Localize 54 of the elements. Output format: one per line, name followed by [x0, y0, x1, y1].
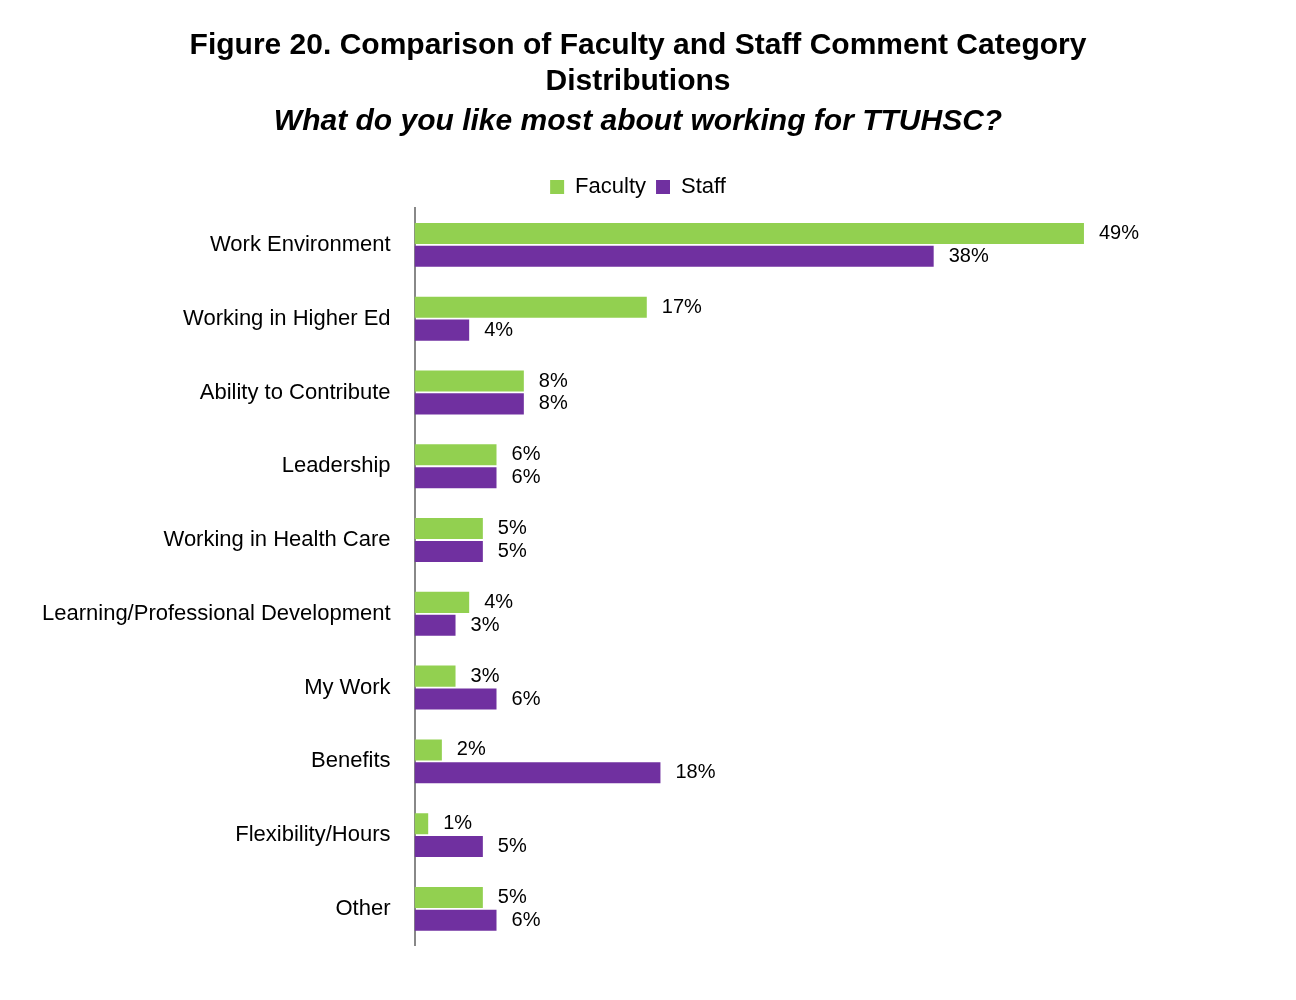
- y-tick-label: Work Environment: [209, 230, 391, 256]
- data-label: 8%: [538, 391, 568, 414]
- bar: [414, 245, 934, 267]
- y-tick-label: Leadership: [281, 452, 391, 478]
- y-tick-label: Benefits: [311, 747, 391, 773]
- y-tick-label: Working in Higher Ed: [183, 304, 391, 330]
- bar: [414, 296, 647, 318]
- data-label: 5%: [497, 884, 527, 907]
- bar: [414, 614, 456, 636]
- data-label: 18%: [675, 760, 716, 783]
- bar: [414, 813, 429, 835]
- data-label: 17%: [661, 294, 703, 317]
- bar: [414, 762, 661, 784]
- bar: [414, 688, 497, 710]
- data-label: 3%: [470, 663, 500, 686]
- data-label: 8%: [538, 368, 568, 391]
- data-label: 6%: [511, 442, 541, 465]
- bar: [414, 739, 442, 761]
- y-tick-label: Ability to Contribute: [199, 378, 391, 404]
- chart-title: Figure 20. Comparison of Faculty and Staff Comment Category Distributions: [189, 27, 1087, 97]
- bar: [414, 444, 497, 466]
- data-label: 6%: [511, 907, 541, 930]
- y-tick-label: Flexibility/Hours: [235, 821, 391, 847]
- chart-subtitle: What do you like most about working for TTUHSC?: [273, 103, 1003, 137]
- data-label: 4%: [484, 589, 514, 612]
- y-tick-label: Working in Health Care: [163, 526, 391, 552]
- y-tick-label: Other: [335, 894, 391, 920]
- legend-label: Faculty: [575, 173, 647, 199]
- bar: [414, 665, 456, 687]
- data-label: 1%: [443, 811, 473, 834]
- bar: [414, 540, 483, 562]
- data-label: 49%: [1098, 220, 1140, 243]
- bar: [414, 319, 470, 341]
- legend-label: Staff: [681, 173, 727, 199]
- y-tick-label: Learning/Professional Development: [41, 599, 391, 625]
- bar: [414, 393, 524, 415]
- bar: [414, 909, 497, 931]
- bar: [414, 836, 483, 858]
- bar: [414, 467, 497, 489]
- data-label: 5%: [497, 538, 527, 561]
- y-tick-label: My Work: [304, 673, 392, 699]
- data-label: 6%: [511, 465, 541, 488]
- bar: [414, 591, 470, 613]
- data-label: 5%: [497, 834, 527, 857]
- bar: [414, 886, 483, 908]
- bar: [414, 370, 524, 392]
- data-label: 2%: [456, 737, 486, 760]
- bar: [414, 222, 1084, 244]
- data-label: 38%: [948, 243, 989, 266]
- data-label: 5%: [497, 516, 527, 539]
- data-label: 6%: [511, 686, 541, 709]
- data-label: 3%: [470, 612, 500, 635]
- data-label: 4%: [484, 317, 514, 340]
- bar: [414, 518, 483, 540]
